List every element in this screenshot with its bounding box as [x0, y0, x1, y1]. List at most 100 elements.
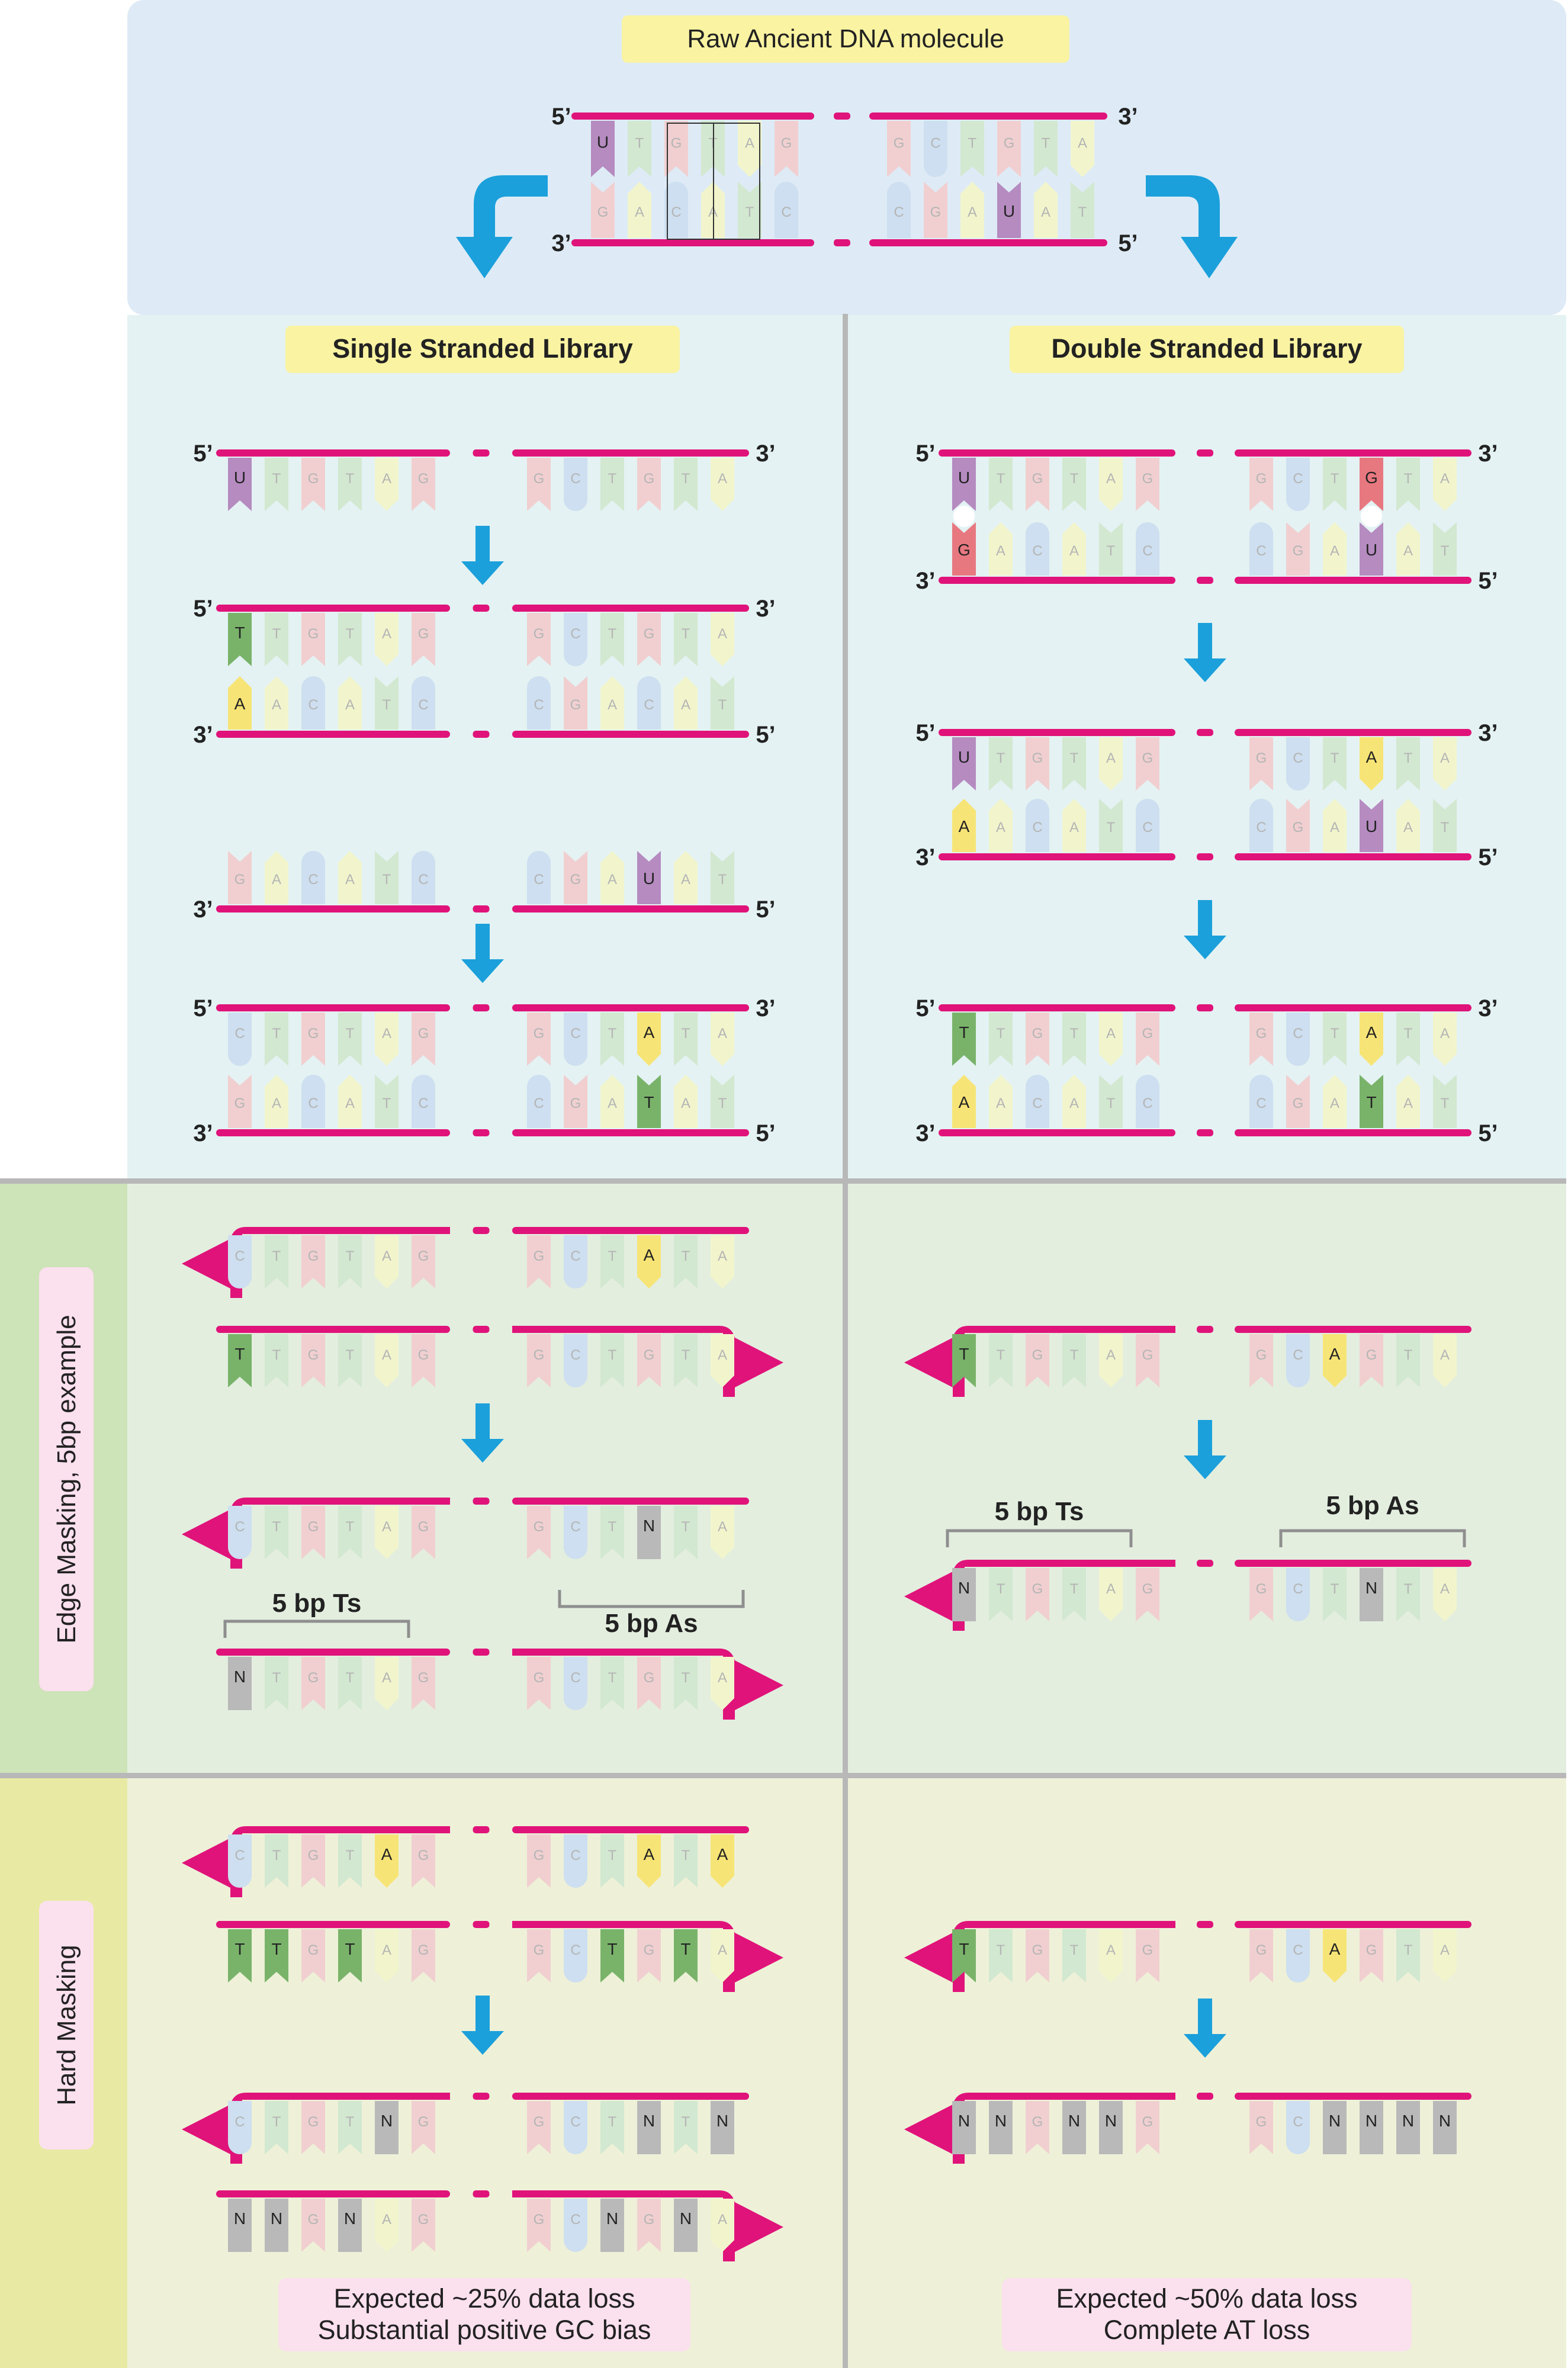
ds3-top-right-base-4	[1360, 1013, 1383, 1066]
em4-right-base-4	[637, 1657, 661, 1710]
hm5-right-base-5-letter: T	[1404, 1942, 1413, 1958]
raw-bottom-right-base-6	[1071, 182, 1094, 238]
hm5-left-base-2	[989, 1929, 1013, 1983]
ss3-left-base-1	[228, 851, 252, 904]
ds1-top-right-base-5-letter: T	[1404, 471, 1413, 487]
em2-left-base-5	[375, 1334, 399, 1387]
hm1-right-base-2-letter: C	[570, 1848, 580, 1863]
em1-right-base-1	[527, 1235, 551, 1289]
em2-right-base-6	[711, 1334, 734, 1387]
hm3-gap	[473, 2093, 490, 2100]
ss2-bottom-left-base-4	[338, 676, 362, 730]
hm2-right-base-2-letter: C	[570, 1942, 580, 1958]
em2-right-base-1	[527, 1334, 551, 1387]
em1-right-base-1-letter: G	[534, 1248, 545, 1264]
hm4-left-base-2-letter: N	[271, 2209, 282, 2228]
hm3-right-base-1-letter: G	[534, 2114, 545, 2130]
raw-top-left-base-6-letter: G	[781, 136, 792, 152]
em4-right-base-2-letter: C	[570, 1670, 580, 1686]
ss4-bottom-left-base-3-letter: C	[308, 1095, 318, 1111]
ds2-bottom-right-base-2-letter: G	[1293, 820, 1304, 836]
em1-left-base-6	[412, 1235, 435, 1289]
ds2-bottom-right-base-4-letter: U	[1365, 817, 1377, 836]
hm6-left-base-2	[989, 2101, 1013, 2154]
ss2-top-left-base-1	[228, 613, 252, 666]
ds3-top-right-base-6-letter: A	[1440, 1026, 1450, 1042]
raw-top-left-base-2	[628, 121, 651, 177]
em6-right-base-5-letter: T	[1404, 1581, 1413, 1597]
ss4-top-left-base-4-letter: T	[346, 1026, 355, 1042]
ds2-bottom-right-base-3	[1323, 799, 1347, 852]
hm6-left-base-1-letter: N	[958, 2112, 970, 2130]
ss3-right-base-5-letter: A	[681, 872, 690, 888]
ss1-left-base-4	[338, 458, 362, 511]
hm3-right-base-2-letter: C	[570, 2114, 580, 2130]
em2-right-base-1-letter: G	[534, 1347, 545, 1363]
em3-left-base-1	[228, 1506, 252, 1559]
ds1-bottom-right-base-1	[1249, 522, 1273, 576]
ss1-gap	[473, 449, 490, 457]
hm5-left-base-5	[1099, 1929, 1123, 1983]
ss4-top-right-base-3-letter: T	[608, 1026, 617, 1042]
ds2-bottom-right-base-6	[1433, 799, 1457, 852]
hm6-right-base-2-letter: C	[1293, 2114, 1303, 2130]
em1-left-base-6-letter: G	[418, 1248, 429, 1264]
ss3-right-base-5	[674, 851, 698, 904]
ss3-left-base-6-letter: C	[418, 872, 428, 888]
ds1-top-right-base-3	[1323, 458, 1347, 511]
ss4-bottom-left-base-4-letter: A	[345, 1095, 355, 1111]
hm6-right-base-1	[1249, 2101, 1273, 2154]
ss2-top-right-base-6	[711, 613, 734, 666]
ds2-bottom-left-base-3	[1026, 799, 1049, 852]
hm3-left-base-1	[228, 2101, 252, 2154]
em4-right-base-6-letter: A	[718, 1670, 727, 1686]
em6-left-base-4	[1062, 1568, 1086, 1621]
hm6-right-base-3	[1323, 2101, 1347, 2154]
hm4-left-backbone	[216, 2190, 450, 2197]
hm3-right-backbone	[512, 2093, 749, 2100]
ss2-top-left-base-2	[265, 613, 288, 666]
em6-left-base-5-letter: A	[1106, 1581, 1116, 1597]
ds3-tr-end: 3’	[1478, 995, 1498, 1021]
raw-bottom-right-base-2	[924, 182, 947, 238]
em6-right-base-6	[1433, 1568, 1457, 1621]
ss4-bottom-left-base-3	[301, 1075, 325, 1128]
ss1-left-base-3	[301, 458, 325, 511]
hm4-right-base-6-letter: A	[718, 2212, 727, 2228]
ss3-left-base-3-letter: C	[308, 872, 318, 888]
hm3-right-base-4-letter: N	[643, 2112, 655, 2130]
ds2-bottom-right-backbone	[1235, 853, 1471, 860]
ss4-top-left-base-6	[412, 1013, 435, 1066]
hm6-right-base-6	[1433, 2101, 1457, 2154]
raw-bottom-left-base-3	[664, 182, 688, 238]
raw-top-gap	[834, 113, 850, 120]
ss2-bottom-right-base-4	[637, 676, 661, 730]
hm4-right-base-1	[527, 2199, 551, 2252]
ss2-bottom-right-base-5-letter: A	[681, 697, 690, 713]
ss2-top-gap	[473, 605, 490, 612]
hm1-left-base-5	[375, 1834, 399, 1888]
ss3-right-base-2	[564, 851, 587, 904]
ds2-top-right-base-1	[1249, 737, 1273, 791]
ds2-top-right-base-6-letter: A	[1440, 750, 1450, 766]
hm6-right-base-2	[1286, 2101, 1310, 2154]
ss2-tl-end: 5’	[193, 596, 213, 622]
ss2-tr-end: 3’	[756, 596, 775, 622]
hm5-left-base-1	[952, 1929, 976, 1983]
em5-right-base-4-letter: G	[1366, 1347, 1377, 1363]
em2-left-base-2	[265, 1334, 288, 1387]
ss4-top-right-base-5-letter: T	[682, 1026, 690, 1042]
ss4-top-left-base-2-letter: T	[272, 1026, 281, 1042]
ds3-top-left-base-4	[1062, 1013, 1086, 1066]
hm4-right-base-2	[564, 2199, 587, 2252]
hard-masking-panel	[0, 1775, 1566, 2368]
hm2-gap	[473, 1921, 490, 1928]
ds3-bottom-right-base-6-letter: T	[1441, 1095, 1450, 1111]
ss3-right-base-3-letter: A	[608, 872, 617, 888]
em4-left-base-3-letter: G	[308, 1670, 319, 1686]
ds3-top-left-base-6	[1136, 1013, 1159, 1066]
raw-top-right-base-6-letter: A	[1078, 136, 1087, 152]
hm5-right-base-6-letter: A	[1440, 1942, 1450, 1958]
em1-right-base-4	[637, 1235, 661, 1289]
